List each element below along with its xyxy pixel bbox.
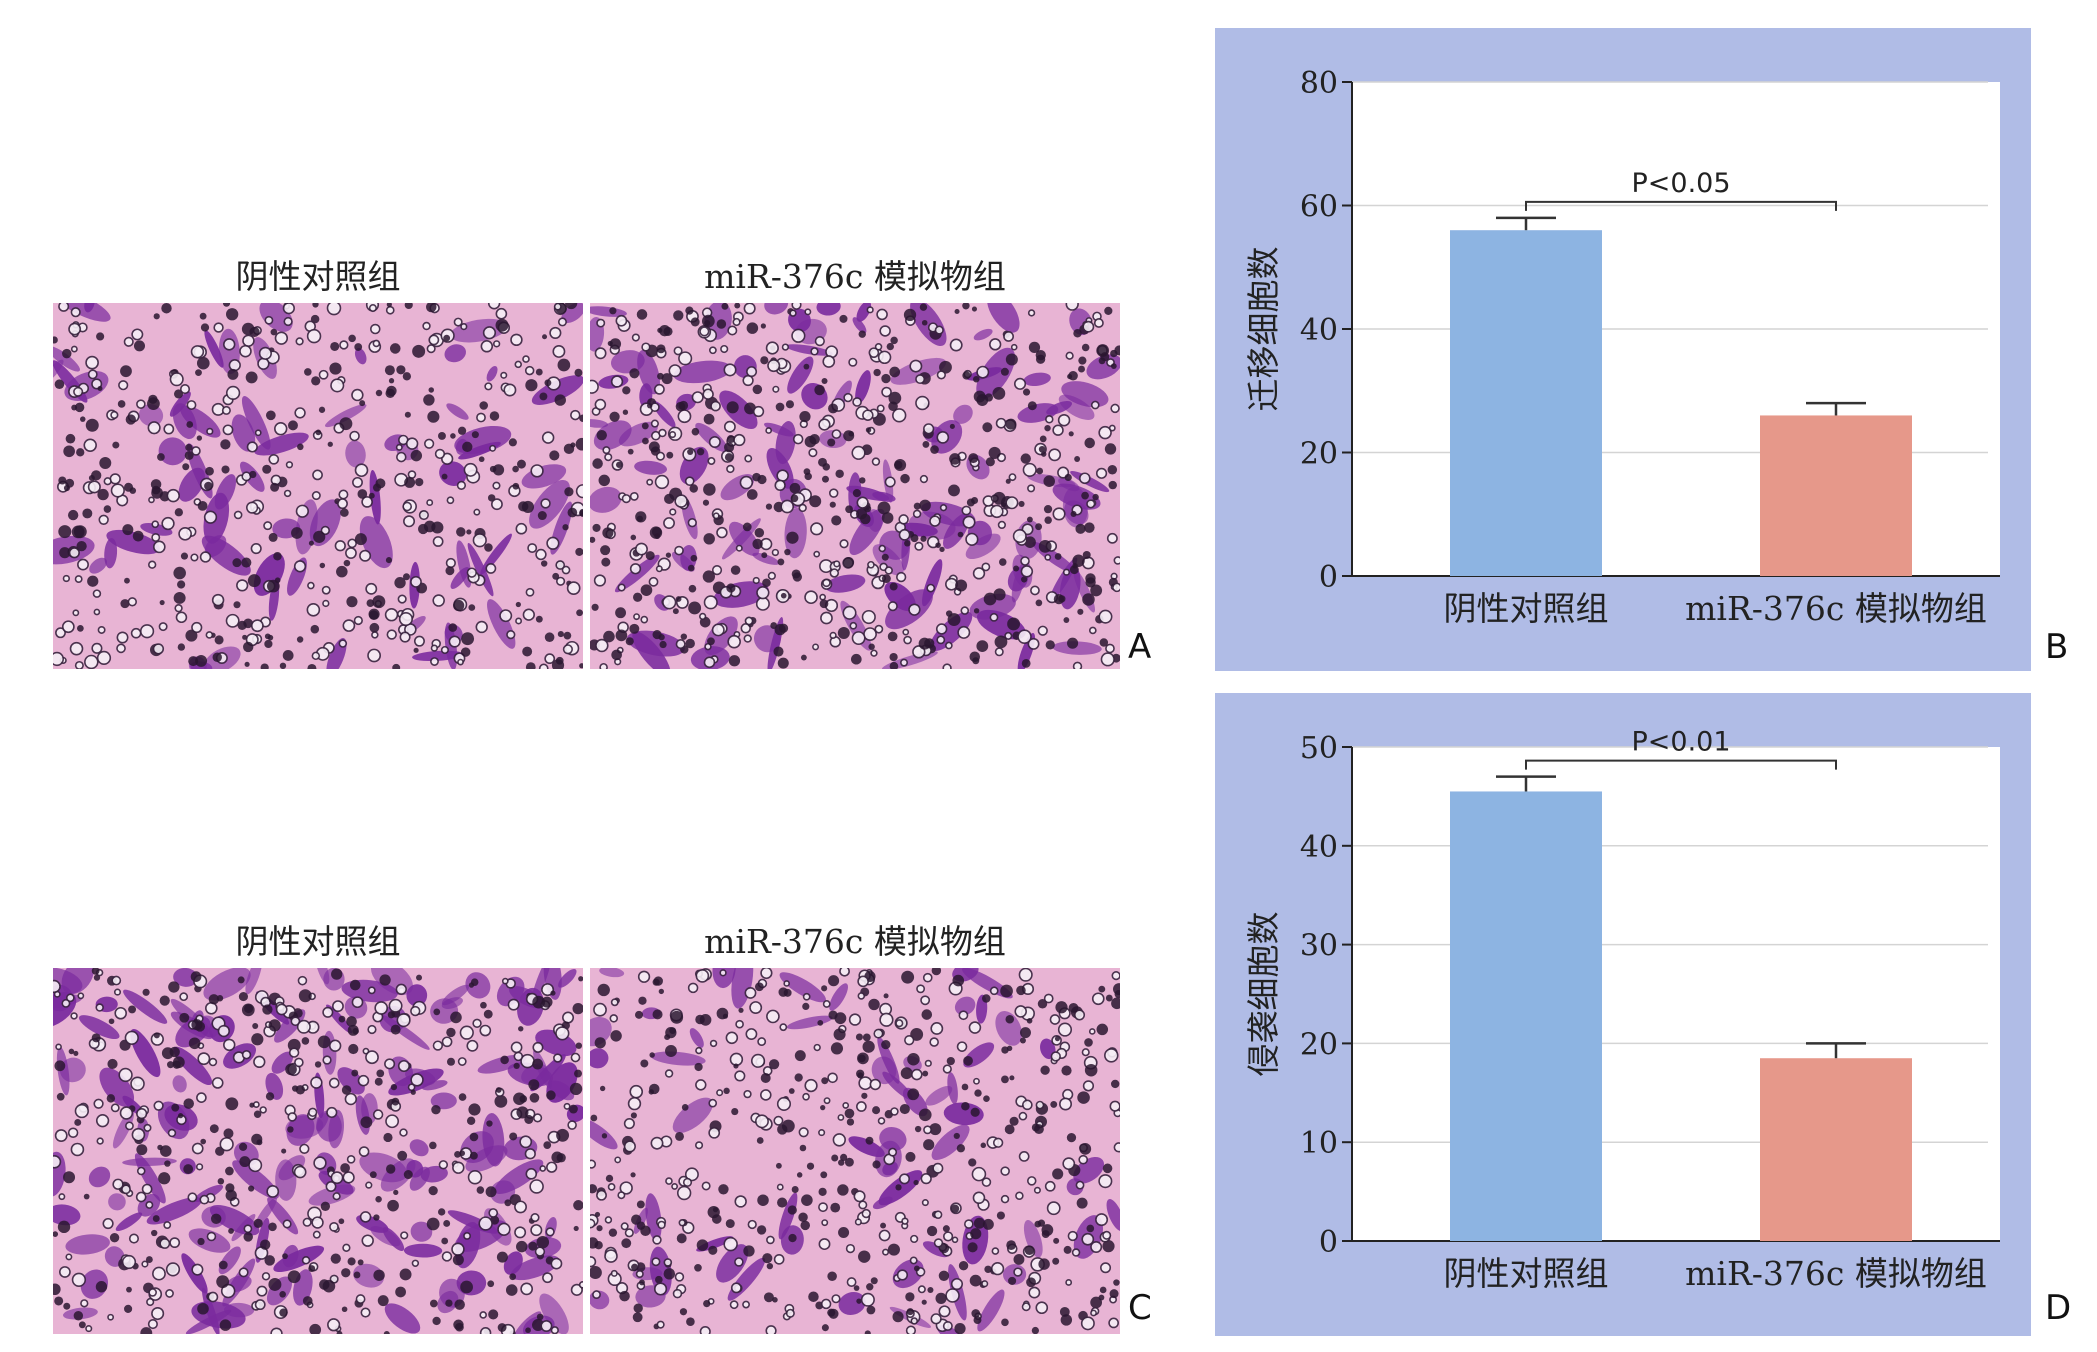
y-tick-label: 20	[1300, 1027, 1338, 1062]
chart-b: 0 20 40 60 80 迁移细胞数阴性对照组 miR-376c 模拟物组 P<0.05	[1215, 28, 2031, 671]
panel-a-right-title: miR-376c 模拟物组	[704, 257, 1006, 296]
y-tick-label: 60	[1300, 190, 1338, 225]
panel-letter-a: A	[1128, 627, 1152, 667]
y-tick-label: 0	[1319, 1225, 1338, 1260]
bar-0	[1450, 791, 1602, 1241]
y-tick-label: 80	[1300, 66, 1338, 101]
bar-0	[1450, 230, 1602, 576]
y-tick-label: 40	[1300, 830, 1338, 865]
x-category-label-0: 阴性对照组	[1444, 1254, 1609, 1293]
micrograph-c-mimic	[590, 968, 1120, 1334]
panel-a-left-title: 阴性对照组	[235, 257, 401, 296]
panel-c-right-title: miR-376c 模拟物组	[704, 922, 1006, 961]
significance-bracket	[1525, 200, 1837, 211]
y-tick-label: 20	[1300, 437, 1338, 472]
micrograph-a-mimic	[590, 303, 1120, 669]
panel-c-left-title: 阴性对照组	[235, 922, 401, 961]
panel-letter-c: C	[1128, 1288, 1152, 1328]
y-tick-label: 0	[1319, 560, 1338, 595]
y-tick-label: 30	[1300, 929, 1338, 964]
y-axis-label: 侵袭细胞数	[1244, 912, 1283, 1077]
y-axis-label: 迁移细胞数	[1244, 247, 1283, 412]
y-tick-label: 40	[1300, 313, 1338, 348]
y-tick-label: 50	[1300, 731, 1338, 766]
micrograph-a-control	[53, 303, 583, 669]
significance-label: P<0.05	[1631, 168, 1730, 199]
significance-bracket	[1525, 759, 1837, 770]
panel-letter-b: B	[2045, 627, 2069, 667]
micrograph-c-control	[53, 968, 583, 1334]
x-category-label-1: miR-376c 模拟物组	[1685, 589, 1987, 628]
y-tick-label: 10	[1300, 1126, 1338, 1161]
chart-d: 0 10 20 30 40 50 侵袭细胞数阴性对照组 miR-376c 模拟物组 P<0.01	[1215, 693, 2031, 1336]
bar-1	[1760, 1058, 1912, 1241]
x-category-label-0: 阴性对照组	[1444, 589, 1609, 628]
bar-1	[1760, 415, 1912, 576]
panel-letter-d: D	[2045, 1288, 2072, 1328]
significance-label: P<0.01	[1631, 727, 1730, 758]
x-category-label-1: miR-376c 模拟物组	[1685, 1254, 1987, 1293]
